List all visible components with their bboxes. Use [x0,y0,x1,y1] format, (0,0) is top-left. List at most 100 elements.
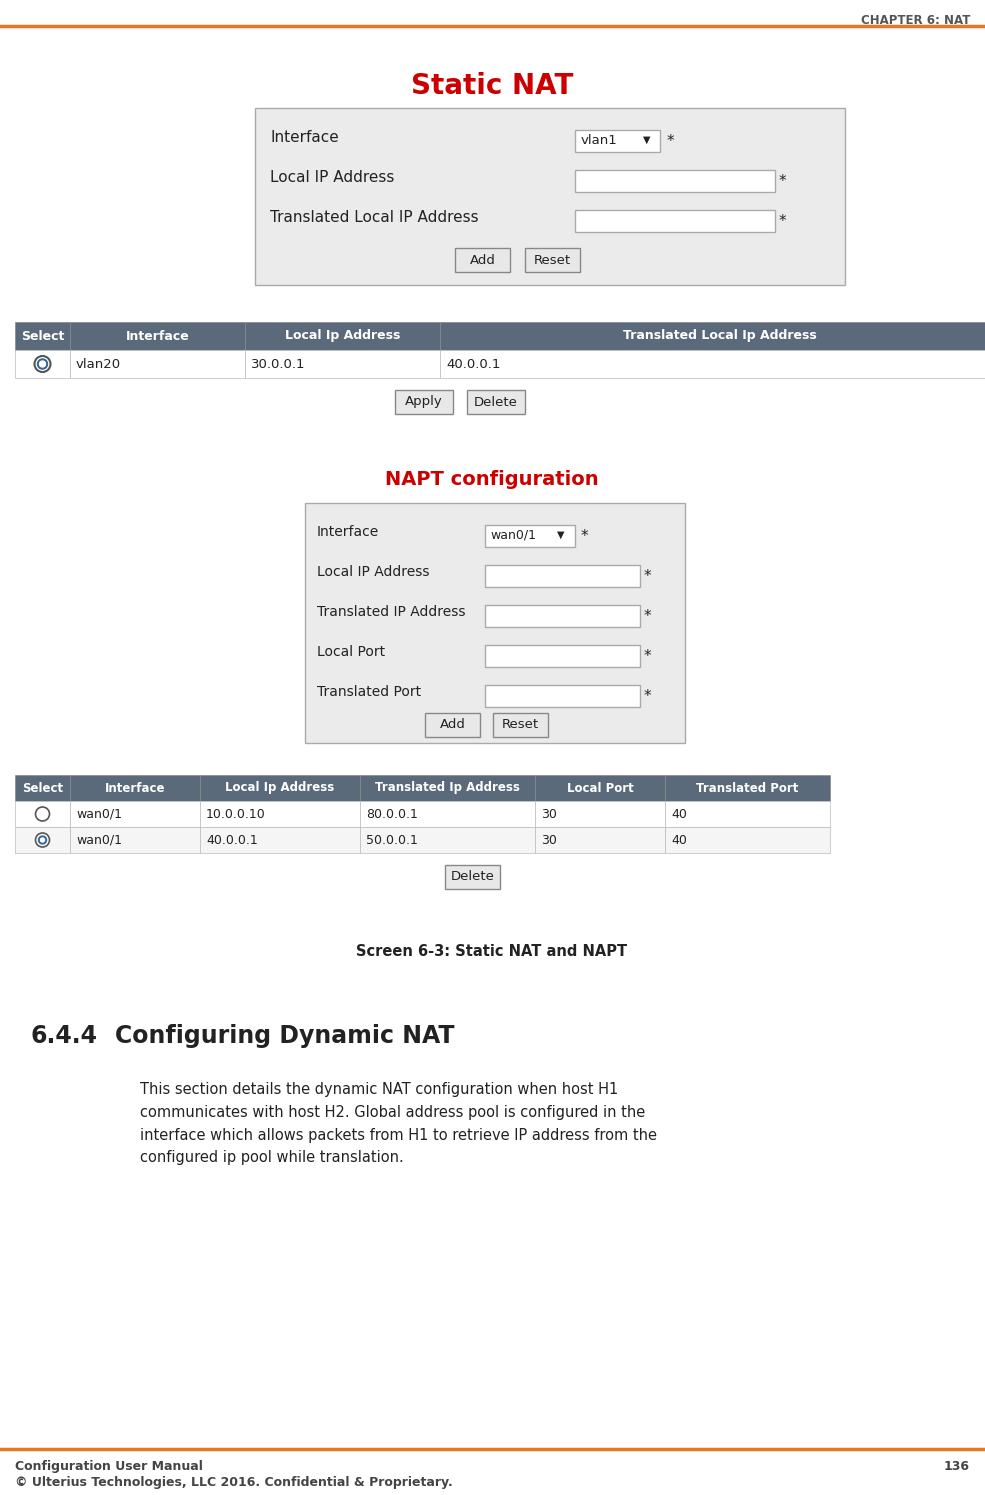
Text: vlan20: vlan20 [76,357,121,371]
Text: Interface: Interface [126,329,189,342]
FancyBboxPatch shape [467,390,525,414]
FancyBboxPatch shape [575,130,660,152]
FancyBboxPatch shape [360,801,535,827]
FancyBboxPatch shape [535,801,665,827]
FancyBboxPatch shape [493,713,548,737]
FancyBboxPatch shape [425,713,480,737]
FancyBboxPatch shape [15,350,70,378]
Text: 40: 40 [671,807,687,821]
FancyBboxPatch shape [70,321,245,350]
FancyBboxPatch shape [440,350,985,378]
Text: vlan1: vlan1 [581,135,618,147]
Text: 40.0.0.1: 40.0.0.1 [206,834,258,846]
FancyBboxPatch shape [245,321,440,350]
Text: Local IP Address: Local IP Address [270,170,394,185]
Circle shape [34,356,50,372]
Text: 10.0.0.10: 10.0.0.10 [206,807,266,821]
FancyBboxPatch shape [535,827,665,854]
FancyBboxPatch shape [15,321,70,350]
Circle shape [38,836,46,845]
FancyBboxPatch shape [485,685,640,707]
Text: 40.0.0.1: 40.0.0.1 [446,357,500,371]
FancyBboxPatch shape [305,502,685,743]
Text: Configuring Dynamic NAT: Configuring Dynamic NAT [115,1024,454,1048]
Text: 136: 136 [944,1461,970,1473]
Text: Reset: Reset [502,719,539,731]
Text: *: * [644,689,652,704]
FancyBboxPatch shape [525,248,580,272]
Circle shape [40,839,44,842]
Circle shape [35,807,49,821]
FancyBboxPatch shape [665,774,830,801]
FancyBboxPatch shape [245,350,440,378]
FancyBboxPatch shape [485,525,575,547]
Text: Local Port: Local Port [566,782,633,794]
Text: Configuration User Manual: Configuration User Manual [15,1461,203,1473]
Text: 80.0.0.1: 80.0.0.1 [366,807,418,821]
Text: 6.4.4: 6.4.4 [30,1024,97,1048]
Circle shape [37,359,47,369]
Text: NAPT configuration: NAPT configuration [385,469,599,489]
Text: ▼: ▼ [557,531,564,540]
FancyBboxPatch shape [445,866,500,890]
Text: Select: Select [22,782,63,794]
Text: Apply: Apply [405,396,443,408]
FancyBboxPatch shape [535,774,665,801]
FancyBboxPatch shape [485,644,640,667]
Text: Delete: Delete [450,870,494,884]
FancyBboxPatch shape [575,209,775,232]
FancyBboxPatch shape [395,390,453,414]
Text: *: * [779,173,787,188]
Text: Select: Select [21,329,64,342]
FancyBboxPatch shape [485,565,640,588]
FancyBboxPatch shape [440,321,985,350]
Text: Interface: Interface [317,525,379,540]
Text: Interface: Interface [104,782,165,794]
Text: Reset: Reset [534,254,571,266]
FancyBboxPatch shape [455,248,510,272]
Text: *: * [667,135,675,150]
Text: 50.0.0.1: 50.0.0.1 [366,834,418,846]
Text: 30: 30 [541,807,557,821]
Text: Translated Port: Translated Port [317,685,422,700]
Text: 30.0.0.1: 30.0.0.1 [251,357,305,371]
Text: Local Ip Address: Local Ip Address [226,782,335,794]
FancyBboxPatch shape [485,605,640,626]
Text: Add: Add [470,254,495,266]
FancyBboxPatch shape [15,801,70,827]
Text: *: * [581,529,589,544]
FancyBboxPatch shape [70,350,245,378]
Text: Translated IP Address: Translated IP Address [317,605,466,619]
Text: wan0/1: wan0/1 [76,834,122,846]
Text: Static NAT: Static NAT [411,72,573,100]
Text: wan0/1: wan0/1 [490,529,536,543]
FancyBboxPatch shape [665,801,830,827]
FancyBboxPatch shape [15,774,70,801]
Text: Delete: Delete [474,396,518,408]
FancyBboxPatch shape [360,827,535,854]
FancyBboxPatch shape [200,801,360,827]
Text: Translated Ip Address: Translated Ip Address [375,782,520,794]
Text: Translated Local Ip Address: Translated Local Ip Address [624,329,817,342]
Text: 40: 40 [671,834,687,846]
Text: Screen 6-3: Static NAT and NAPT: Screen 6-3: Static NAT and NAPT [357,943,627,958]
Text: This section details the dynamic NAT configuration when host H1
communicates wit: This section details the dynamic NAT con… [140,1082,657,1166]
Text: Translated Local IP Address: Translated Local IP Address [270,209,479,226]
Text: 30: 30 [541,834,557,846]
Circle shape [35,833,49,848]
FancyBboxPatch shape [360,774,535,801]
Text: Local Ip Address: Local Ip Address [285,329,400,342]
FancyBboxPatch shape [200,827,360,854]
FancyBboxPatch shape [15,827,70,854]
Text: *: * [644,608,652,623]
FancyBboxPatch shape [200,774,360,801]
Text: *: * [779,214,787,229]
FancyBboxPatch shape [255,108,845,286]
Text: Translated Port: Translated Port [696,782,799,794]
Text: Interface: Interface [270,130,339,145]
Text: Add: Add [439,719,466,731]
Text: ▼: ▼ [643,135,650,145]
Text: *: * [644,570,652,585]
FancyBboxPatch shape [665,827,830,854]
Text: CHAPTER 6: NAT: CHAPTER 6: NAT [861,13,970,27]
